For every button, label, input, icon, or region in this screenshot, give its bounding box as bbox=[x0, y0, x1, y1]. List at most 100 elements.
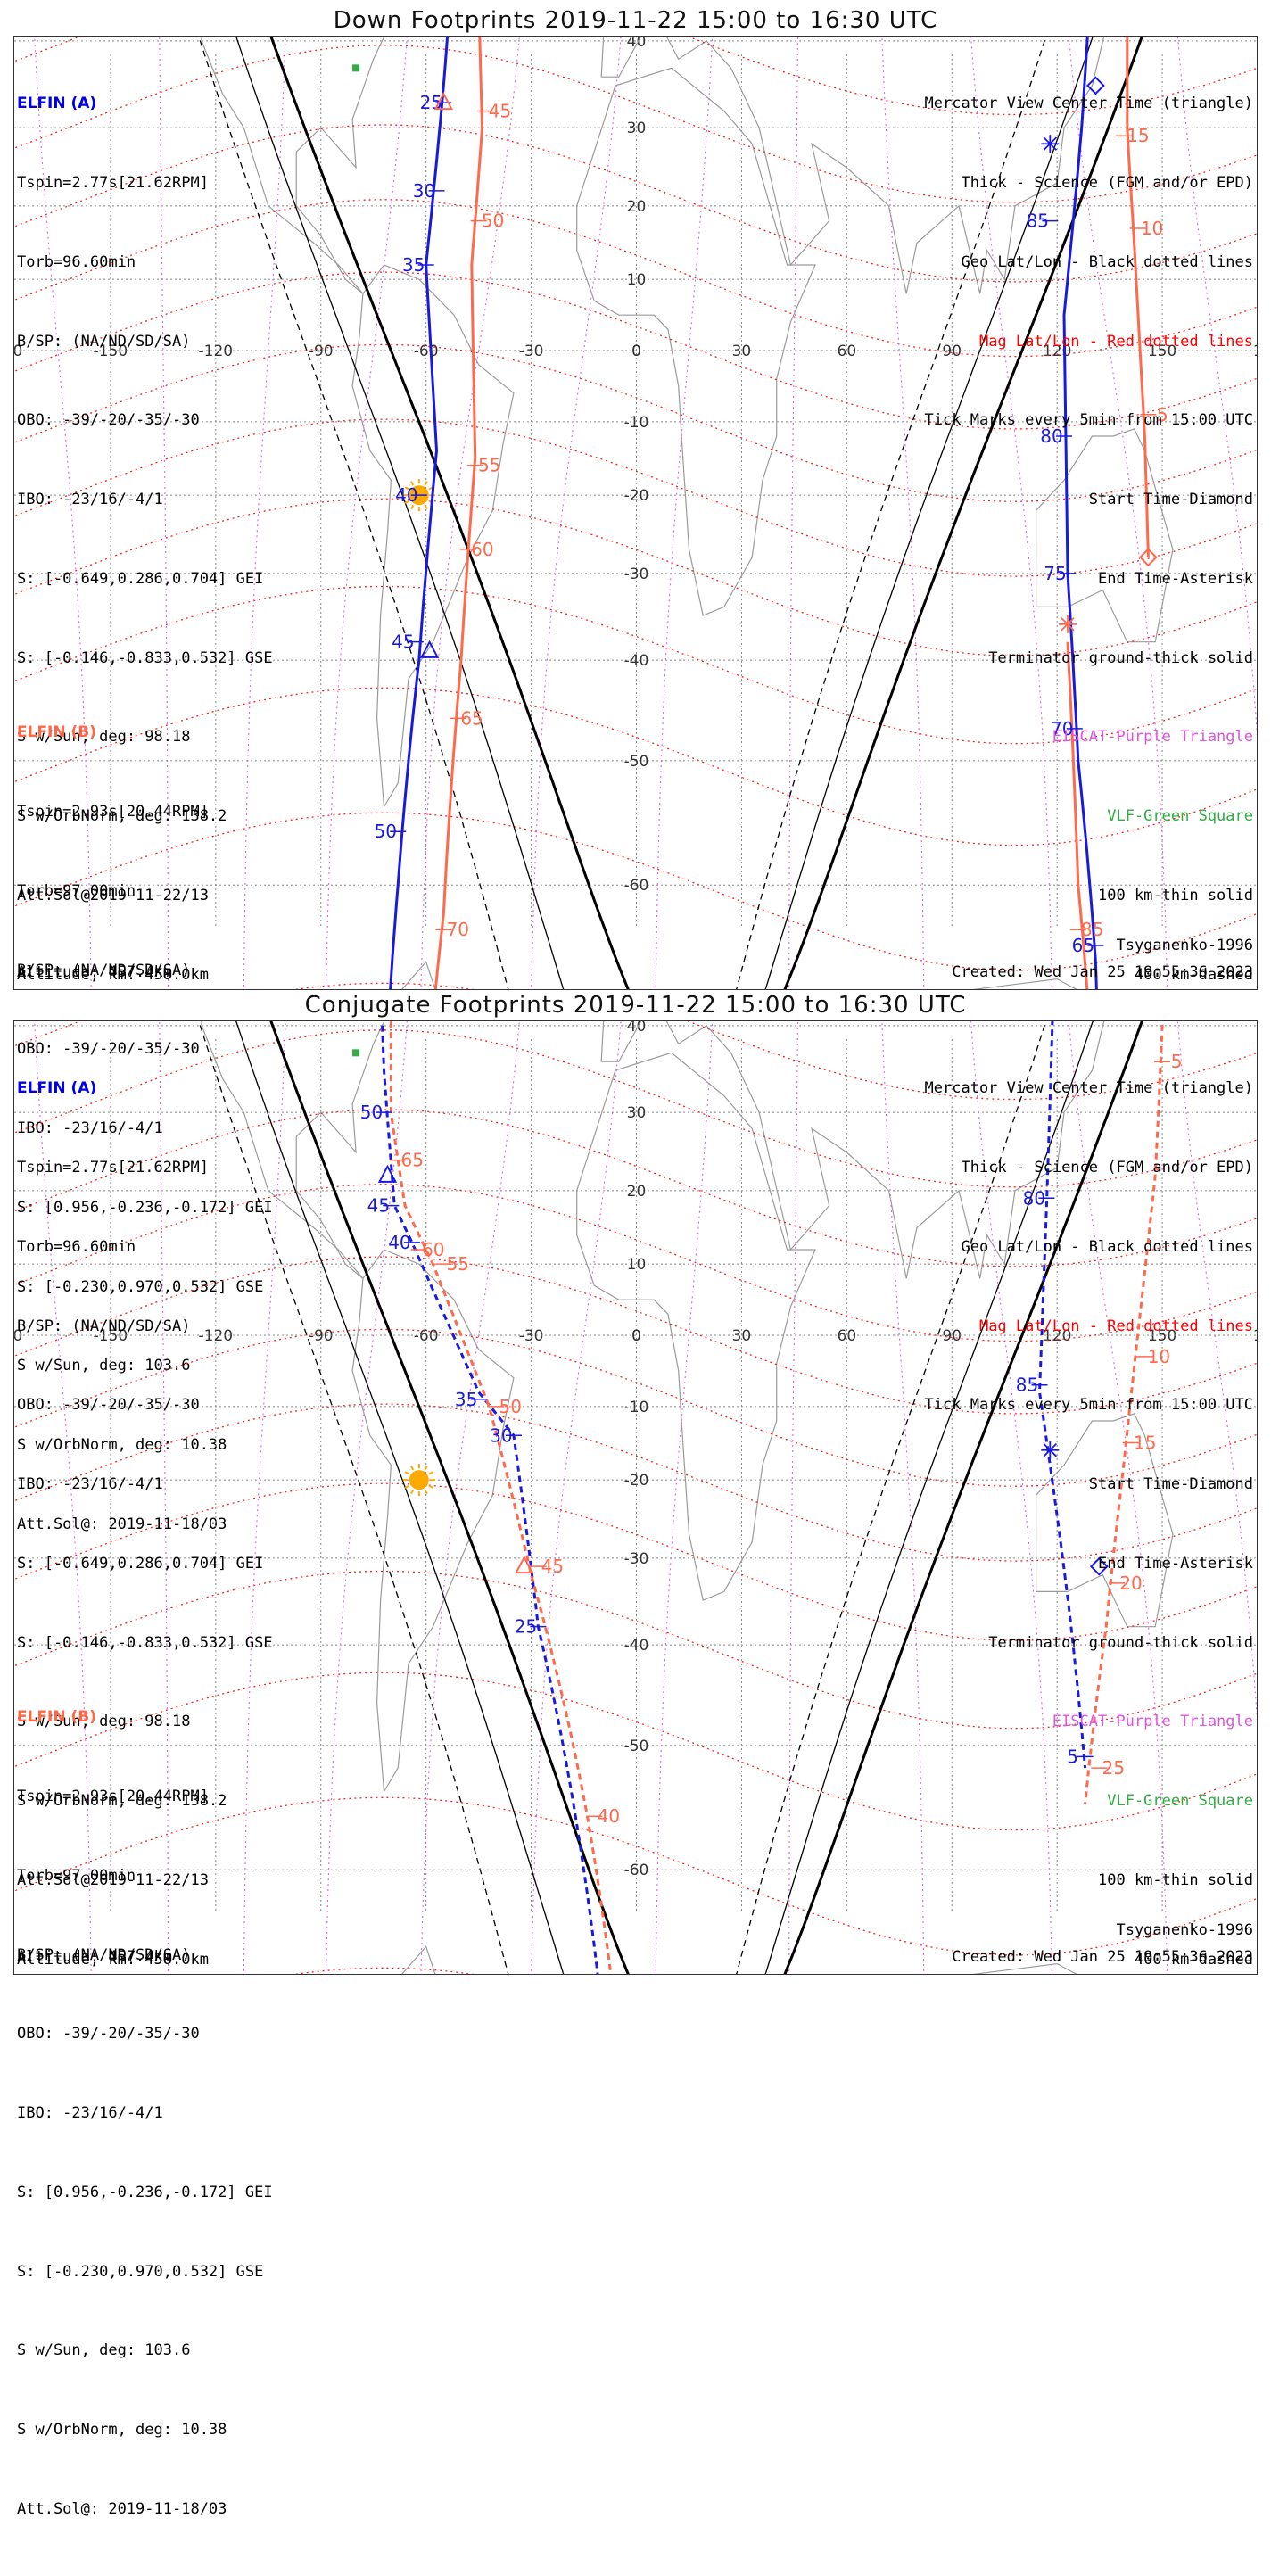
mag-meridian bbox=[420, 37, 520, 989]
track-tick-label: 50 bbox=[482, 211, 504, 232]
lat-tick-label: -30 bbox=[624, 566, 649, 583]
lat-tick-label: 30 bbox=[627, 1104, 647, 1122]
elfin-a-line: Tspin=2.77s[21.62RPM] bbox=[17, 173, 209, 192]
track-tick-label: 45 bbox=[367, 1195, 390, 1217]
elfin-a-label: ELFIN (A) bbox=[17, 95, 97, 113]
track-tick-label: 85 bbox=[1016, 1375, 1038, 1396]
legend-conjugate: Mercator View Center Time (triangle) Thi… bbox=[925, 1023, 1253, 2027]
sun-ray bbox=[409, 1489, 415, 1495]
sun-ray bbox=[424, 481, 428, 486]
center-time-triangle bbox=[433, 91, 453, 111]
track-tick-label: 10 bbox=[1141, 218, 1163, 239]
lon-tick-label: -30 bbox=[519, 1327, 544, 1345]
legend-line: 100 km-thin solid bbox=[1098, 1871, 1253, 1889]
lon-tick-label: 90 bbox=[942, 343, 962, 360]
model-name: Tsyganenko-1996 bbox=[1116, 937, 1253, 954]
lat-tick-label: -40 bbox=[624, 1637, 649, 1655]
elfin-b-track bbox=[1126, 37, 1150, 557]
elfin-b-track bbox=[389, 1021, 613, 1974]
mag-meridian bbox=[788, 1021, 798, 1974]
mag-meridian bbox=[788, 37, 798, 989]
lon-tick-label: 180 bbox=[1253, 343, 1257, 360]
track-tick-label: 40 bbox=[395, 484, 417, 506]
lon-tick-label: 90 bbox=[942, 1327, 962, 1345]
elfin-a-info: ELFIN (A) Tspin=2.77s[21.62RPM] Torb=96.… bbox=[17, 38, 273, 1042]
legend-line: Thick - Science (FGM and/or EPD) bbox=[961, 1158, 1253, 1177]
elfin-a-line: Altitude, km: 458.0km bbox=[17, 1950, 209, 1969]
lon-tick-label: 60 bbox=[838, 343, 857, 360]
continent-outline bbox=[576, 1052, 816, 1601]
track-tick-label: 20 bbox=[1119, 1573, 1142, 1594]
mag-meridian bbox=[1176, 37, 1257, 738]
lat-tick-label: -60 bbox=[624, 1862, 649, 1879]
legend-line: 400 km-dashed bbox=[1134, 1950, 1253, 1969]
continent-outline bbox=[600, 37, 1105, 294]
lon-tick-label: 120 bbox=[1043, 1327, 1071, 1345]
center-time-triangle bbox=[377, 1164, 398, 1183]
track-tick-label: 5 bbox=[1157, 404, 1168, 425]
legend-line: 400 km-dashed bbox=[1134, 965, 1253, 984]
elfin-b-line: B/SP: (NA/ND/SD/SA) bbox=[17, 961, 191, 979]
lon-tick-label: 0 bbox=[631, 1327, 641, 1345]
elfin-b-line: IBO: -23/16/-4/1 bbox=[17, 2104, 163, 2123]
elfin-a-line: B/SP: (NA/ND/SD/SA) bbox=[17, 332, 191, 351]
altitude-b: Altitude: 457.4km bbox=[17, 963, 172, 981]
continent-outline bbox=[201, 37, 385, 294]
elfin-a-track bbox=[389, 37, 450, 989]
start-time-diamond bbox=[1085, 76, 1105, 95]
elfin-a-track bbox=[1037, 1021, 1087, 1769]
track-tick-label: 5 bbox=[1067, 1746, 1078, 1767]
sun-icon bbox=[409, 1470, 429, 1490]
mag-meridian bbox=[34, 37, 92, 989]
lat-tick-label: -10 bbox=[624, 1399, 649, 1416]
legend-line: Tick Marks every 5min from 15:00 UTC bbox=[924, 411, 1253, 430]
legend-line: Mercator View Center Time (triangle) bbox=[924, 1079, 1253, 1098]
track-tick-label: 45 bbox=[489, 101, 511, 122]
elfin-a-line: B/SP: (NA/ND/SD/SA) bbox=[17, 1317, 191, 1335]
created-timestamp: Created: Wed Jan 25 19:55:36 2023 bbox=[952, 1948, 1253, 1966]
lat-tick-label: -60 bbox=[624, 877, 649, 895]
panel-title-conjugate: Conjugate Footprints 2019-11-22 15:00 to… bbox=[304, 992, 967, 1019]
track-tick-label: 45 bbox=[392, 632, 414, 653]
lon-tick-label: 150 bbox=[1148, 1327, 1176, 1345]
sun-ray bbox=[404, 500, 410, 505]
vlf-square bbox=[352, 64, 360, 72]
mag-meridian bbox=[34, 1021, 92, 1974]
elfin-b-line: OBO: -39/-20/-35/-30 bbox=[17, 1040, 200, 1059]
panel-title-down: Down Footprints 2019-11-22 15:00 to 16:3… bbox=[333, 7, 938, 34]
lon-tick-label: -60 bbox=[414, 343, 439, 360]
lon-tick-label: -180 bbox=[14, 1327, 22, 1345]
track-tick-label: 65 bbox=[400, 1150, 423, 1171]
mag-parallel bbox=[14, 418, 1257, 577]
mag-parallel bbox=[14, 1021, 1257, 1101]
elfin-b-line: B/SP: (NA/ND/SD/SA) bbox=[17, 1945, 191, 1964]
elfin-b-line: S: [0.956,-0.236,-0.172] GEI bbox=[17, 2183, 273, 2201]
track-tick-label: 5 bbox=[1171, 1051, 1183, 1072]
continent-outline bbox=[1036, 428, 1174, 643]
lon-tick-label: -150 bbox=[94, 1327, 128, 1345]
track-tick-label: 55 bbox=[478, 455, 500, 476]
lon-tick-label: 60 bbox=[838, 1327, 857, 1345]
elfin-b-line: S w/Sun, deg: 103.6 bbox=[17, 2341, 191, 2360]
elfin-b-line: S w/Sun, deg: 103.6 bbox=[17, 1357, 191, 1375]
legend-line: Geo Lat/Lon - Black dotted lines bbox=[961, 252, 1253, 271]
legend-line: EISCAT-Purple Triangle bbox=[1052, 728, 1253, 747]
mag-meridian bbox=[881, 37, 925, 989]
mag-meridian bbox=[243, 37, 286, 989]
elfin-a-line: S: [-0.146,-0.833,0.532] GSE bbox=[17, 1633, 273, 1652]
elfin-b-line: Att.Sol@: 2019-11-18/03 bbox=[17, 1515, 227, 1533]
model-name: Tsyganenko-1996 bbox=[1116, 1921, 1253, 1939]
lat-tick-label: 0 bbox=[631, 343, 641, 360]
track-tick-label: 65 bbox=[1072, 935, 1094, 956]
lon-tick-label: -120 bbox=[199, 1327, 234, 1345]
lon-tick-label: 150 bbox=[1148, 343, 1176, 360]
elfin-a-line: S w/Sun, deg: 98.18 bbox=[17, 1713, 191, 1731]
elfin-a-line: S w/Sun, deg: 98.18 bbox=[17, 728, 191, 747]
lat-tick-label: 10 bbox=[627, 271, 647, 289]
elfin-a-line: OBO: -39/-20/-35/-30 bbox=[17, 1396, 200, 1415]
mag-parallel bbox=[14, 37, 1257, 116]
track-tick-label: 40 bbox=[598, 1805, 620, 1827]
end-time-asterisk bbox=[1043, 1443, 1058, 1457]
elfin-a-line: Altitude, km: 458.0km bbox=[17, 965, 209, 984]
elfin-a-info: ELFIN (A) Tspin=2.77s[21.62RPM] Torb=96.… bbox=[17, 1023, 273, 2027]
